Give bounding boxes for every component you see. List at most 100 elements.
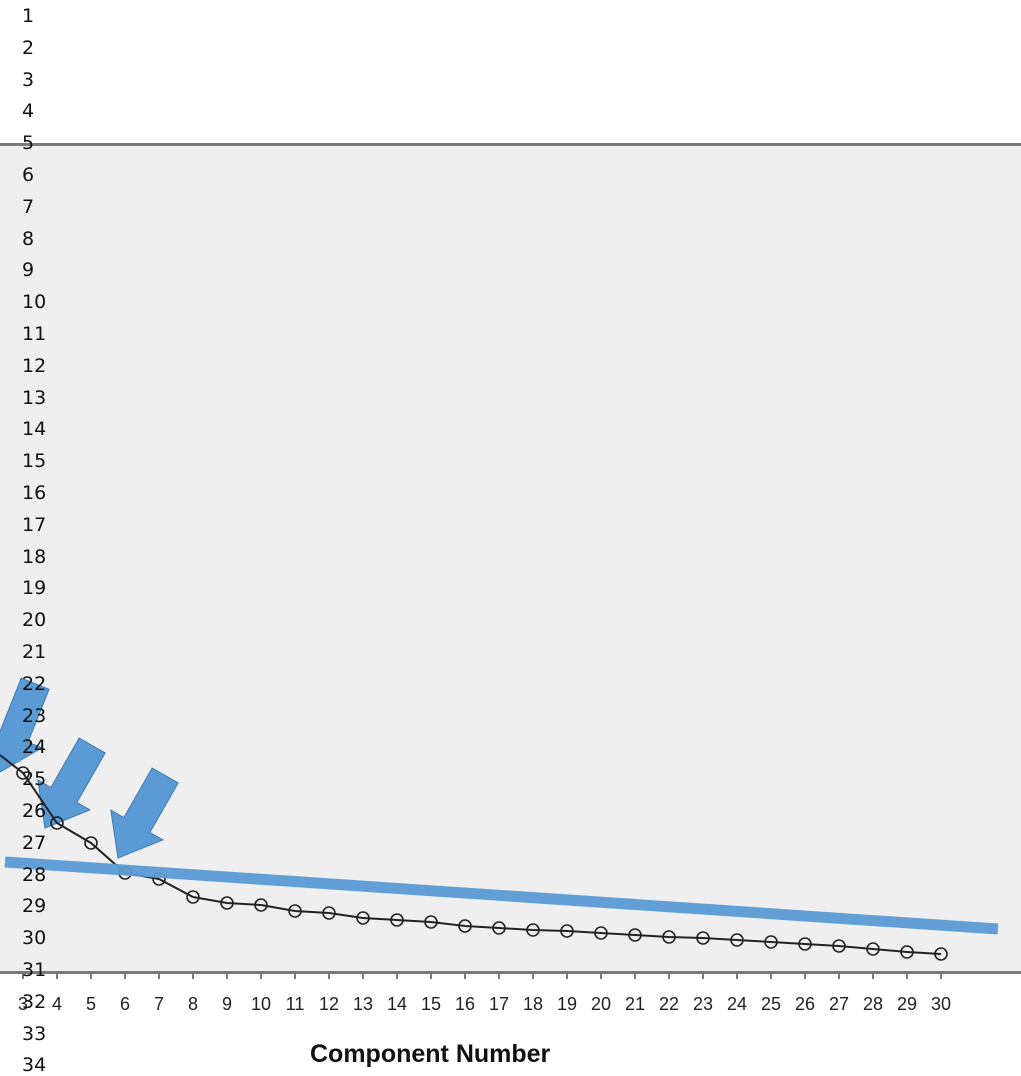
data-point xyxy=(560,924,574,938)
data-point xyxy=(900,945,914,959)
data-point xyxy=(526,923,540,937)
line-number: 6 xyxy=(22,164,35,186)
line-number: 15 xyxy=(22,450,47,473)
x-tick-label: 18 xyxy=(523,994,543,1014)
data-point xyxy=(662,930,676,944)
line-number: 28 xyxy=(22,863,47,886)
line-number: 29 xyxy=(22,895,47,918)
x-tick-label: 7 xyxy=(154,994,164,1014)
x-tick-label: 8 xyxy=(188,994,198,1014)
x-tick-label: 9 xyxy=(222,994,232,1014)
line-number: 34 xyxy=(22,1054,47,1076)
x-tick-label: 25 xyxy=(761,994,781,1014)
line-number: 24 xyxy=(22,736,47,759)
line-number: 11 xyxy=(22,323,47,345)
arrow-component-6 xyxy=(110,767,179,859)
line-number: 4 xyxy=(22,100,35,123)
line-number: 2 xyxy=(22,36,35,59)
x-tick-label: 11 xyxy=(286,994,305,1014)
line-number: 32 xyxy=(22,990,47,1013)
data-point xyxy=(356,911,370,925)
x-tick-label: 10 xyxy=(251,994,271,1014)
data-point xyxy=(16,766,30,780)
line-number: 16 xyxy=(22,482,47,504)
arrow-component-4 xyxy=(37,737,106,829)
plot-top-border xyxy=(0,143,1021,146)
data-point xyxy=(288,904,302,918)
data-point xyxy=(254,898,268,912)
line-number: 33 xyxy=(22,1022,47,1045)
line-number: 3 xyxy=(22,68,35,91)
data-point xyxy=(764,935,778,949)
x-tick-label: 16 xyxy=(455,994,475,1014)
line-number: 25 xyxy=(22,768,47,791)
line-number: 1 xyxy=(22,5,35,27)
data-point xyxy=(390,913,404,927)
line-number: 27 xyxy=(22,831,47,854)
x-tick-label: 23 xyxy=(693,994,713,1014)
x-tick-label: 24 xyxy=(727,994,747,1014)
line-number: 21 xyxy=(22,641,47,663)
x-tick-label: 15 xyxy=(421,994,441,1014)
line-number: 17 xyxy=(22,513,47,536)
data-point xyxy=(934,947,948,961)
line-number: 12 xyxy=(22,354,47,377)
arrow-component-3 xyxy=(0,677,50,773)
line-number: 8 xyxy=(22,227,35,250)
data-point xyxy=(84,836,98,850)
trend-line xyxy=(4,856,999,935)
x-tick-label: 29 xyxy=(897,994,917,1014)
x-tick-label: 27 xyxy=(829,994,849,1014)
x-tick-label: 14 xyxy=(387,994,407,1014)
line-number: 19 xyxy=(22,577,47,600)
line-number: 26 xyxy=(22,800,47,822)
x-axis-label: Component Number xyxy=(310,1040,551,1068)
x-tick-label: 19 xyxy=(557,994,577,1014)
trend-line xyxy=(4,856,999,935)
x-tick-label: 17 xyxy=(489,994,509,1014)
data-point xyxy=(832,939,846,953)
x-tick-label: 5 xyxy=(86,994,96,1014)
x-axis-line xyxy=(0,971,1021,974)
x-tick-label: 22 xyxy=(659,994,679,1014)
plot-area xyxy=(0,143,1021,972)
x-tick-label: 21 xyxy=(625,994,645,1014)
x-tick-label: 30 xyxy=(931,994,951,1014)
line-number: 10 xyxy=(22,291,47,314)
data-point xyxy=(458,919,472,933)
line-number: 23 xyxy=(22,704,47,727)
line-number: 31 xyxy=(22,959,47,981)
x-axis-ticks: 3 4 5 6 7 8 9 10 11 12 13 14 15 16 17 18 19 20 21 22 23 24 25 2… xyxy=(18,972,951,1014)
data-point xyxy=(696,931,710,945)
data-point xyxy=(730,933,744,947)
x-tick-label: 4 xyxy=(52,994,62,1014)
x-tick-label: 6 xyxy=(120,994,130,1014)
line-number: 13 xyxy=(22,386,47,409)
line-number: 5 xyxy=(22,132,35,155)
x-tick-label: 3 xyxy=(18,994,28,1014)
data-points xyxy=(16,766,948,961)
x-tick-label: 28 xyxy=(863,994,883,1014)
data-point xyxy=(594,926,608,940)
line-number: 18 xyxy=(22,545,47,568)
line-number: 14 xyxy=(22,418,47,441)
line-number: 30 xyxy=(22,927,47,950)
data-point xyxy=(322,906,336,920)
x-tick-label: 12 xyxy=(319,994,339,1014)
data-point xyxy=(220,896,234,910)
line-number: 20 xyxy=(22,609,47,632)
data-point xyxy=(50,816,64,830)
data-point xyxy=(186,890,200,904)
line-number: 9 xyxy=(22,259,35,282)
x-tick-label: 26 xyxy=(795,994,815,1014)
arrow-annotations xyxy=(0,677,179,859)
data-point xyxy=(628,928,642,942)
data-point xyxy=(492,921,506,935)
x-tick-label: 20 xyxy=(591,994,611,1014)
line-number: 22 xyxy=(22,672,47,695)
data-point xyxy=(798,937,812,951)
line-number: 7 xyxy=(22,195,35,218)
data-point xyxy=(866,942,880,956)
data-point xyxy=(424,915,438,929)
